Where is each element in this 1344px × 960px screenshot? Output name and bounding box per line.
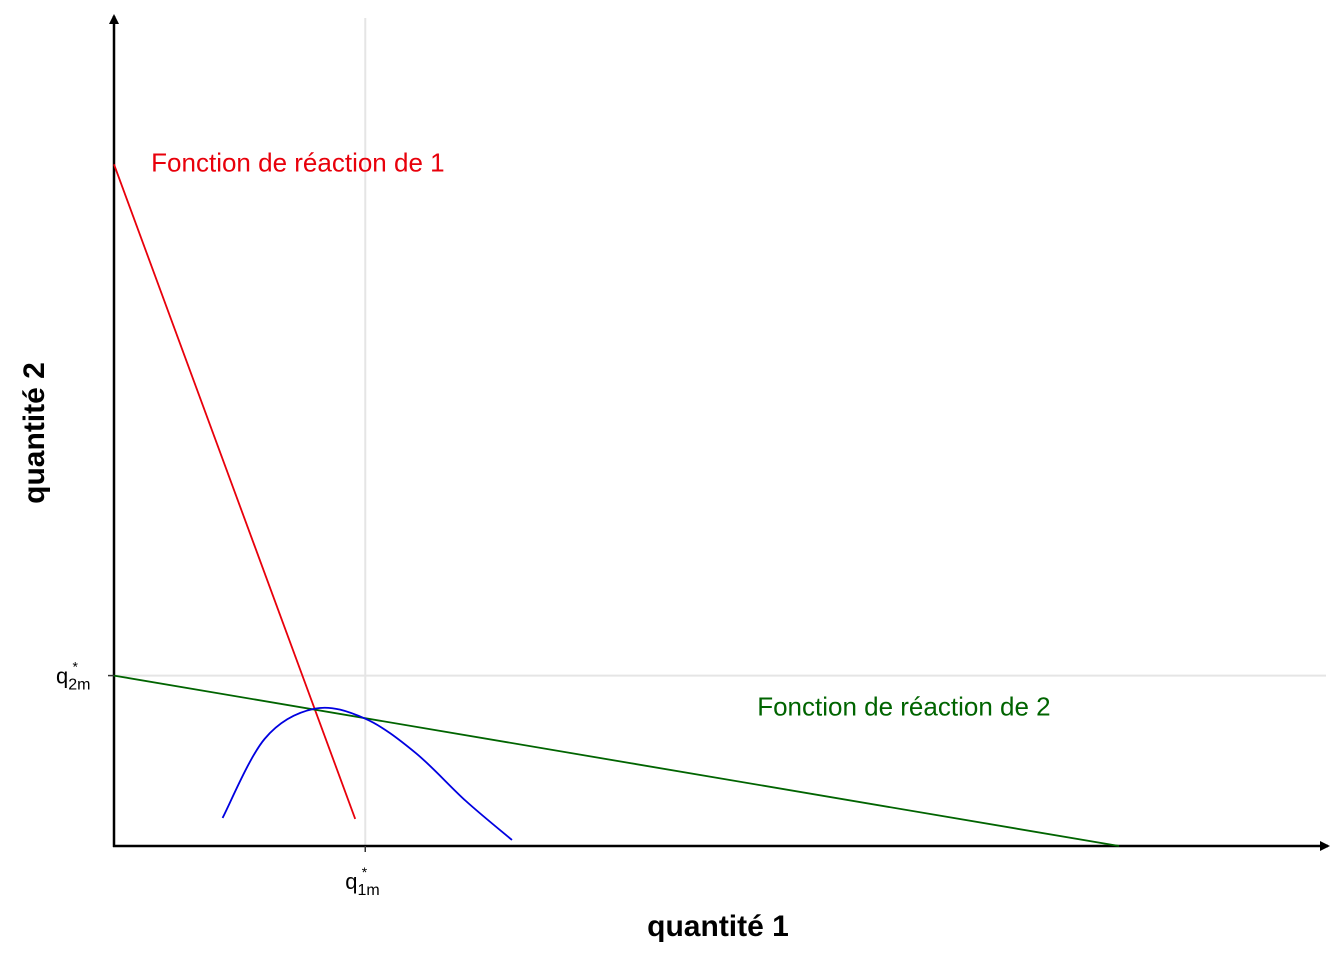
series-line-2 [113, 674, 1120, 847]
reference-lines [114, 18, 1326, 846]
x-axis-title: quantité 1 [647, 910, 789, 943]
labels-layer: Fonction de réaction de 1 Fonction de réa… [151, 147, 1050, 721]
series-line-1 [113, 164, 357, 820]
y-tick-label-q2m: q2m* [56, 659, 90, 694]
x-tick-label-q1m: q1m* [345, 864, 379, 899]
annotation-2: Fonction de réaction de 2 [757, 692, 1050, 722]
curve-3 [221, 706, 513, 841]
annotation-1: Fonction de réaction de 1 [151, 147, 444, 177]
y-axis-title: quantité 2 [18, 362, 51, 504]
axes: q1m* q2m* [56, 14, 1330, 899]
series-layer [113, 164, 1120, 847]
